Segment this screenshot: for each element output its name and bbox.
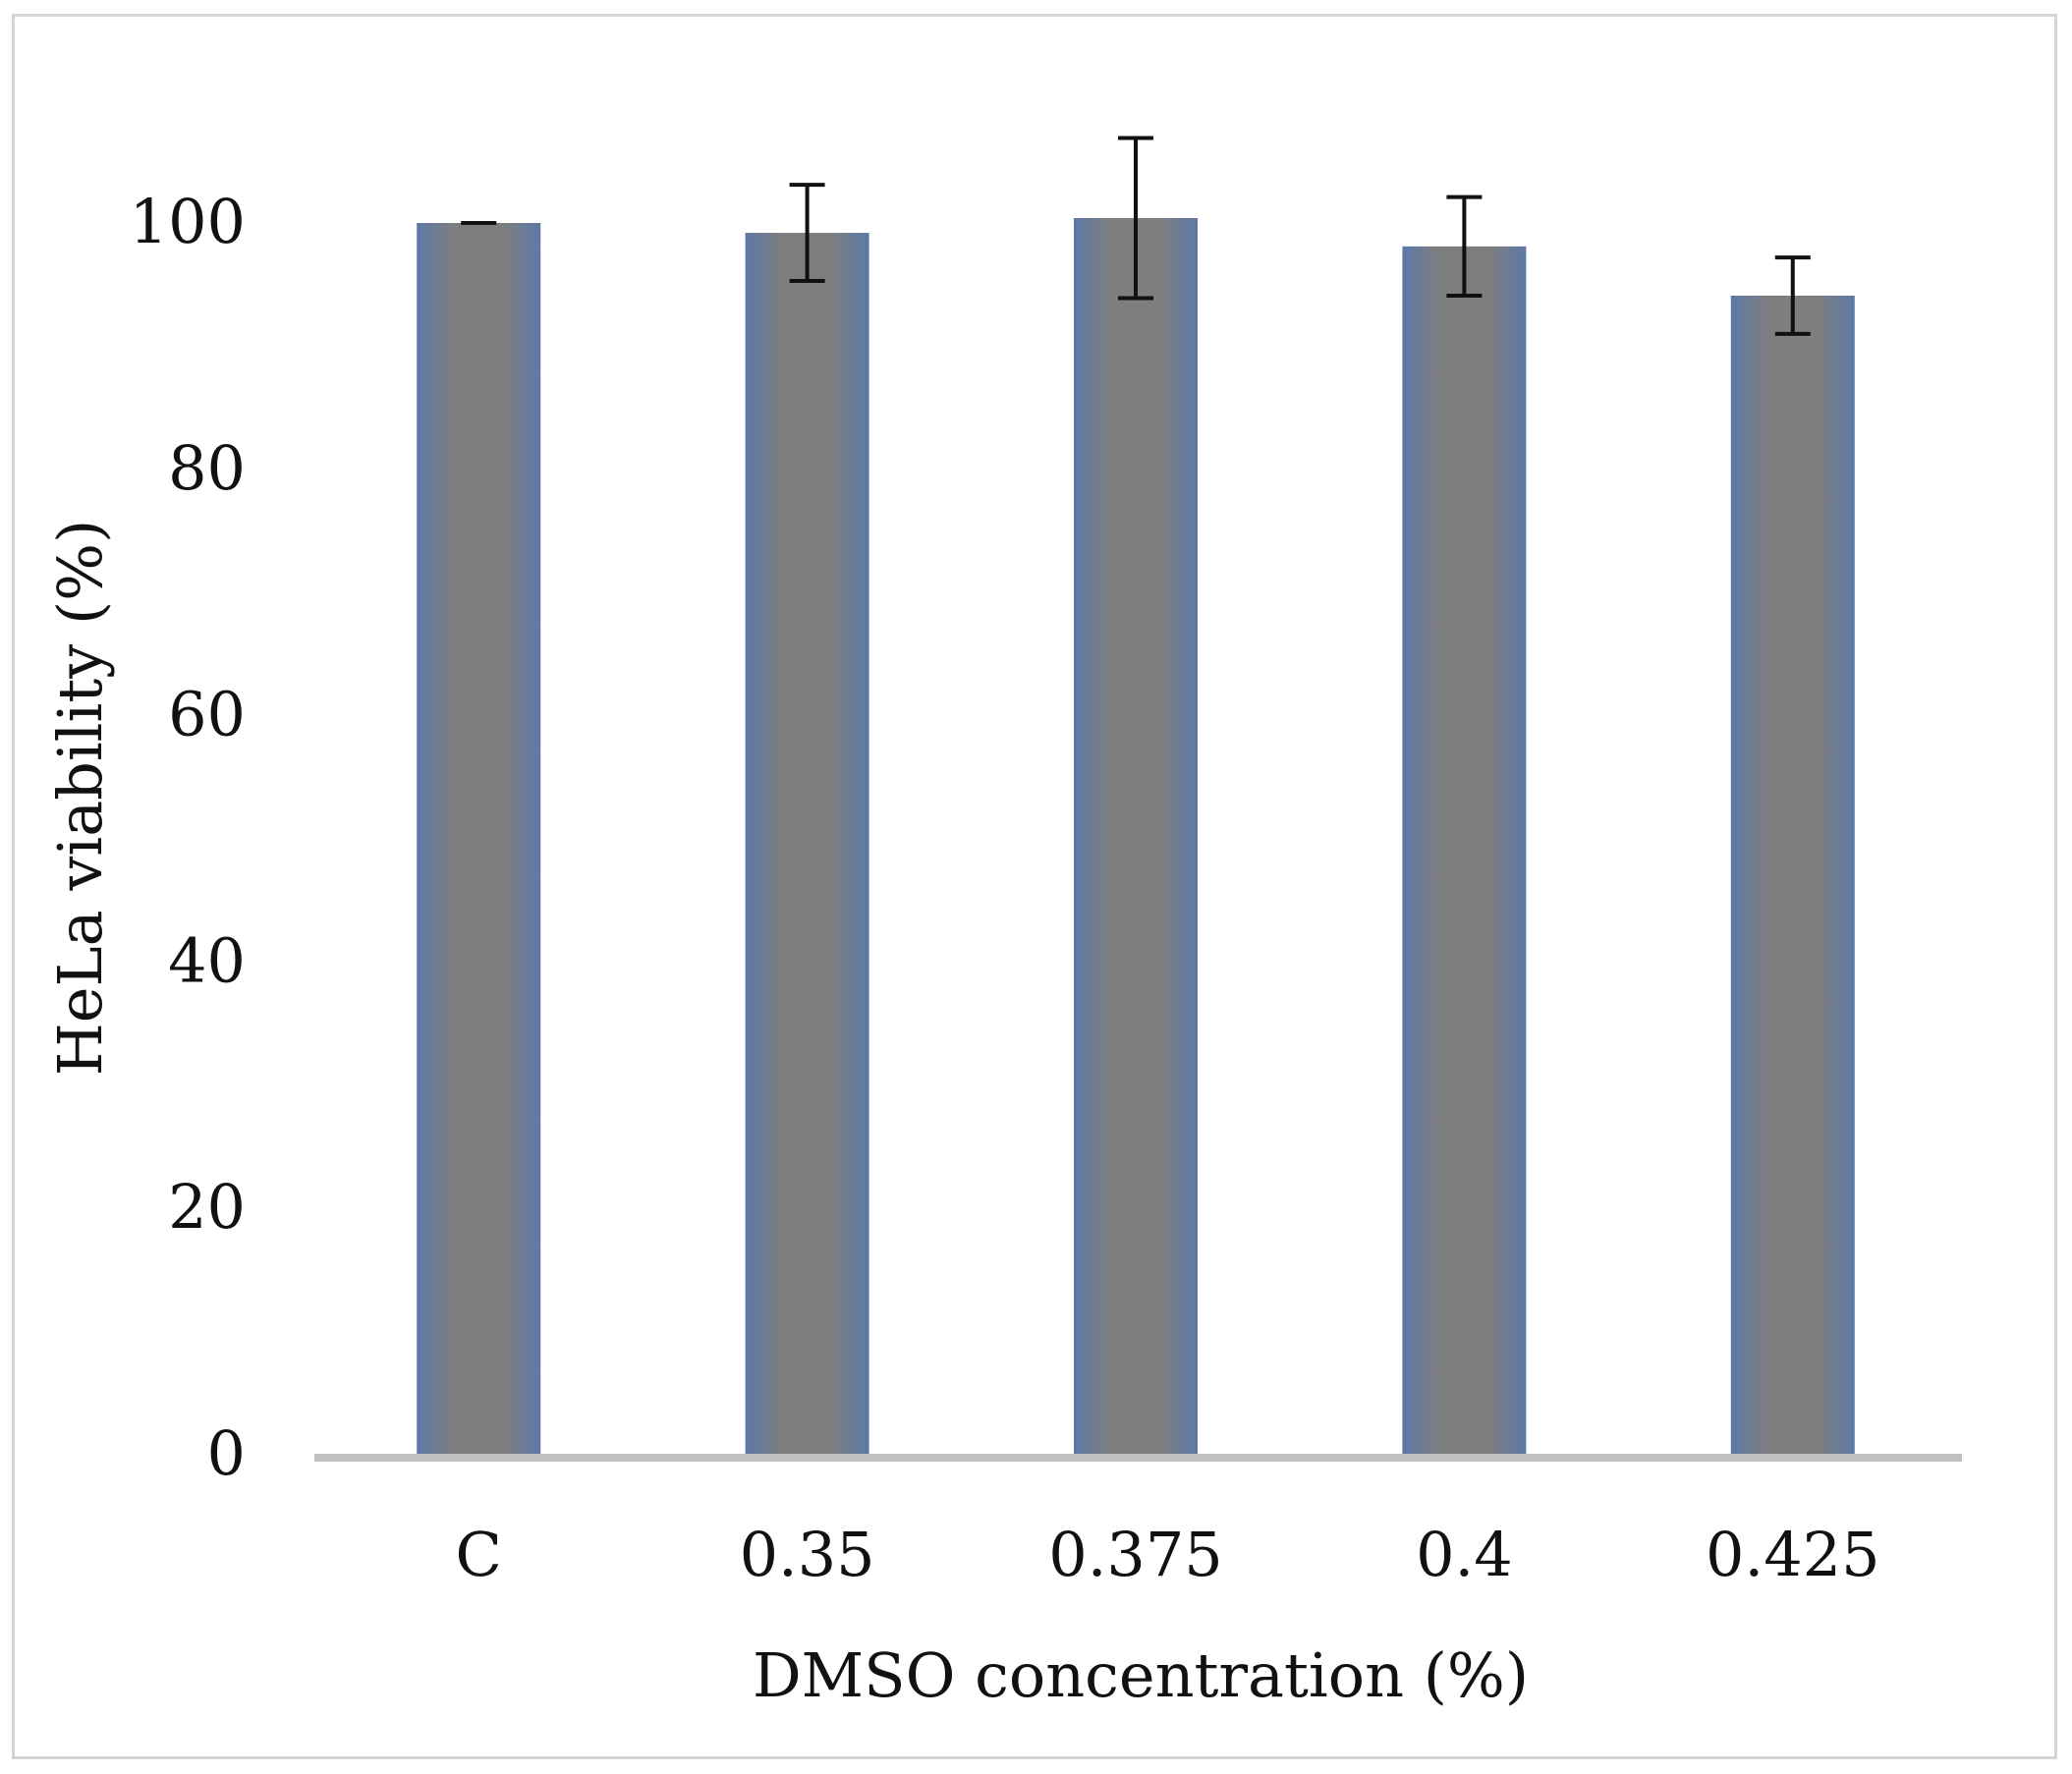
error-bar-0.4 — [1446, 194, 1483, 298]
x-tick-label-0.375: 0.375 — [1048, 1519, 1223, 1590]
bar-0.425 — [1730, 295, 1855, 1456]
bar-0.35 — [745, 233, 869, 1456]
bars-group — [417, 217, 1855, 1456]
y-tick-label-80: 80 — [168, 432, 246, 504]
error-bar-0.375 — [1118, 136, 1153, 301]
bar-0.375 — [1074, 217, 1198, 1455]
x-tick-label-0.425: 0.425 — [1706, 1519, 1880, 1590]
x-category-labels: C 0.35 0.375 0.4 0.425 — [455, 1519, 1879, 1590]
error-bars-group — [461, 136, 1811, 336]
bar-0.4 — [1402, 246, 1527, 1455]
x-tick-label-0.4: 0.4 — [1416, 1519, 1513, 1590]
y-tick-label-100: 100 — [130, 186, 246, 257]
y-tick-label-0: 0 — [207, 1417, 246, 1489]
x-tick-label-C: C — [455, 1519, 501, 1590]
y-tick-label-40: 40 — [168, 924, 246, 996]
error-bar-0.425 — [1774, 255, 1811, 336]
y-tick-labels: 0 20 40 60 80 100 — [130, 186, 246, 1489]
y-tick-label-20: 20 — [168, 1171, 246, 1243]
bar-C — [417, 223, 541, 1455]
y-tick-label-60: 60 — [168, 679, 246, 750]
figure-frame: 0 20 40 60 80 100 C 0.35 0.375 0.4 0.425 DMSO con… — [12, 14, 2057, 1759]
bar-chart: 0 20 40 60 80 100 C 0.35 0.375 0.4 0.425 DMSO con… — [44, 136, 1962, 1711]
y-axis-title: HeLa viability (%) — [44, 520, 116, 1077]
error-bar-0.35 — [789, 183, 825, 283]
x-axis-title: DMSO concentration (%) — [753, 1639, 1529, 1711]
x-tick-label-0.35: 0.35 — [740, 1519, 875, 1590]
